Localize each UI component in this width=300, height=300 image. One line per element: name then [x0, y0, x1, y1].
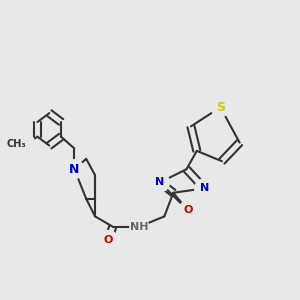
Text: O: O	[183, 206, 193, 215]
Text: N: N	[200, 183, 209, 194]
Circle shape	[16, 135, 35, 154]
Circle shape	[211, 98, 230, 117]
Text: S: S	[216, 101, 225, 114]
Text: N: N	[155, 178, 165, 188]
Text: O: O	[103, 235, 113, 245]
Text: CH₃: CH₃	[6, 139, 26, 149]
Circle shape	[151, 173, 169, 192]
Circle shape	[195, 179, 214, 198]
Circle shape	[99, 230, 118, 249]
Circle shape	[178, 201, 197, 220]
Text: N: N	[69, 163, 80, 176]
Text: NH: NH	[130, 222, 148, 232]
Circle shape	[130, 217, 149, 236]
Circle shape	[65, 160, 84, 178]
